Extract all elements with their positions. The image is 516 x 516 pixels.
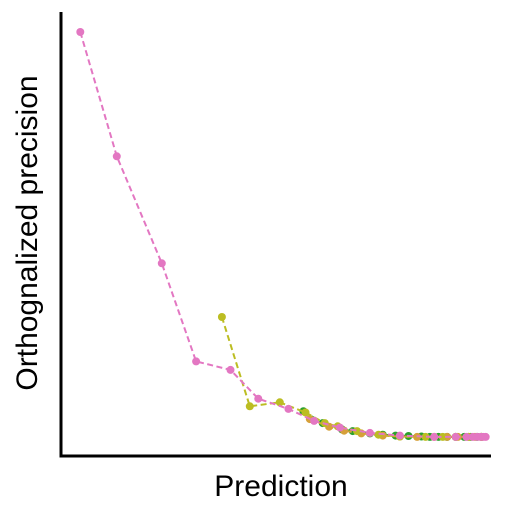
series-4-point-7	[284, 404, 293, 413]
series-4	[76, 28, 490, 441]
series-4-point-19	[481, 432, 490, 441]
series-4-line	[79, 31, 486, 438]
series-4-point-1	[76, 28, 85, 36]
x-axis-title: Prediction	[214, 470, 347, 503]
series-3-point-11	[438, 432, 447, 441]
series-4-point-10	[365, 428, 374, 437]
series-4-point-6	[254, 394, 263, 403]
series-4-point-3	[157, 259, 166, 268]
series-4-point-8	[310, 416, 319, 425]
series-4-point-14	[462, 432, 471, 441]
series-4-point-12	[430, 432, 439, 441]
series-4-point-13	[451, 432, 460, 441]
series-3-point-2	[245, 402, 254, 411]
series-4-point-4	[192, 357, 201, 366]
series-3-line	[220, 316, 482, 438]
series-3-point-1	[217, 313, 226, 321]
series-4-point-5	[226, 365, 235, 374]
series-3-point-4	[301, 408, 310, 417]
series-3-point-7	[353, 427, 361, 436]
series-4-point-9	[335, 423, 344, 432]
plot-area	[76, 28, 490, 441]
series-4-point-2	[112, 152, 121, 161]
series-3-point-8	[374, 430, 383, 439]
series-3	[217, 313, 486, 441]
series-3-point-3	[275, 398, 284, 407]
y-axis-title: Orthognalized precision	[11, 75, 44, 390]
series-4-point-11	[395, 431, 404, 440]
series-3-point-10	[421, 432, 430, 441]
